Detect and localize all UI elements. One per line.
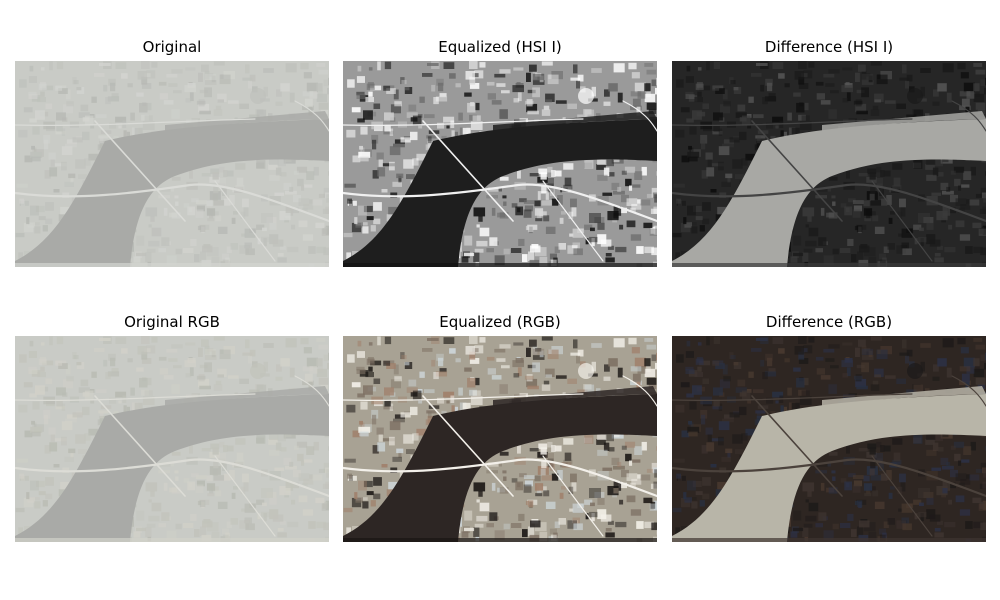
river: [15, 394, 329, 542]
roads: [343, 100, 657, 262]
roads: [672, 375, 986, 537]
stadium-feature: [578, 88, 594, 104]
river: [343, 119, 657, 267]
stadium-feature: [907, 363, 923, 379]
river: [343, 394, 657, 542]
river: [15, 119, 329, 267]
aerial-scene-svg: [15, 336, 329, 542]
aerial-scene-svg: [672, 336, 986, 542]
aerial-scene-svg: [15, 61, 329, 267]
panel-title: Original RGB: [124, 313, 220, 331]
stadium-feature: [250, 363, 266, 379]
panel-title: Equalized (RGB): [439, 313, 561, 331]
river: [672, 119, 986, 267]
aerial-scene-svg: [672, 61, 986, 267]
roads: [672, 100, 986, 262]
stadium-feature: [250, 88, 266, 104]
aerial-image-original-rgb: [15, 336, 329, 542]
panel-title: Difference (RGB): [765, 313, 893, 331]
roads: [343, 375, 657, 537]
panel-title: Equalized (HSI I): [438, 38, 562, 56]
stadium-feature: [907, 88, 923, 104]
panel-title: Original: [142, 38, 202, 56]
aerial-image-difference-hsi: [672, 61, 986, 267]
aerial-image-difference-rgb: [672, 336, 986, 542]
panel-title: Difference (HSI I): [764, 38, 894, 56]
roads: [15, 375, 329, 537]
aerial-scene-svg: [343, 336, 657, 542]
aerial-image-original: [15, 61, 329, 267]
river: [672, 394, 986, 542]
aerial-image-equalized-rgb: [343, 336, 657, 542]
aerial-scene-svg: [343, 61, 657, 267]
aerial-image-equalized-hsi: [343, 61, 657, 267]
stadium-feature: [578, 363, 594, 379]
roads: [15, 100, 329, 262]
